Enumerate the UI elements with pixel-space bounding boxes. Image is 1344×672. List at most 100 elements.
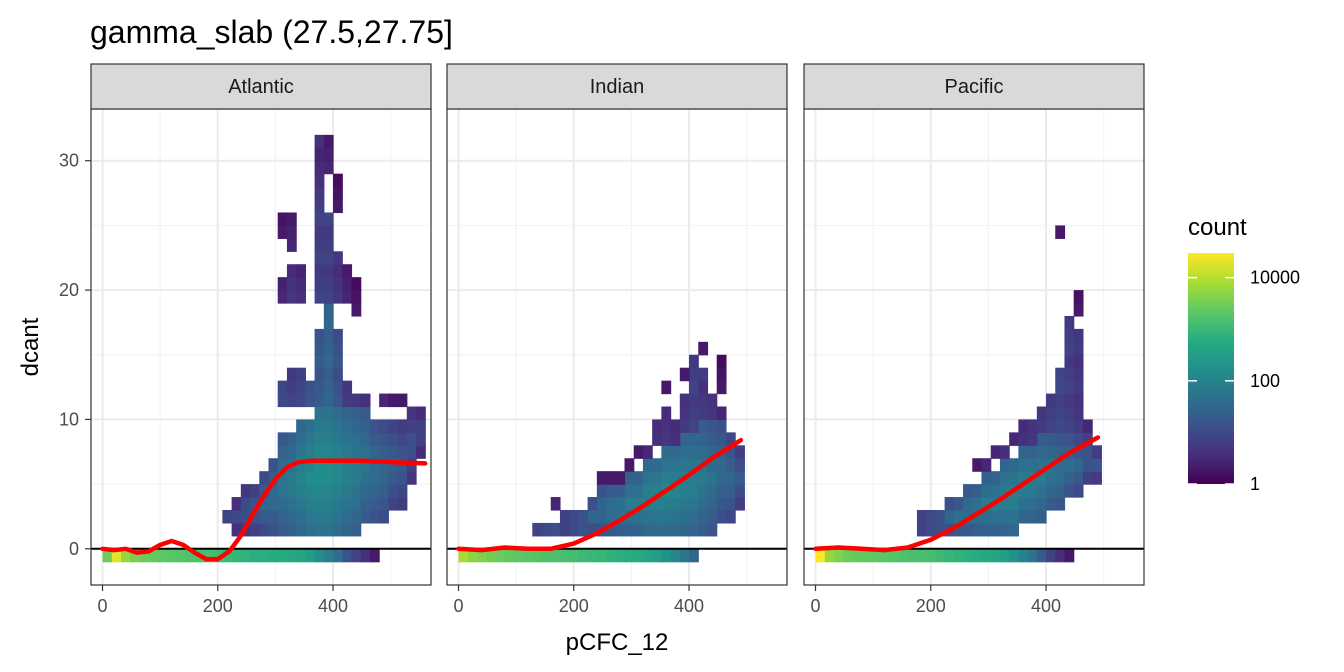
heatmap-bin: [963, 522, 973, 537]
heatmap-bin: [268, 522, 279, 537]
heatmap-bin: [642, 522, 653, 537]
heatmap-bin: [406, 445, 417, 459]
heatmap-bin: [379, 471, 389, 485]
heatmap-bin: [735, 445, 745, 459]
heatmap-bin: [1055, 548, 1066, 563]
heatmap-bin: [661, 419, 672, 433]
heatmap-bin: [314, 432, 325, 446]
panel-atlantic: Atlantic 0 200 400 0 10 20 30: [59, 63, 432, 616]
heatmap-bin: [397, 471, 408, 485]
heatmap-bin: [670, 458, 681, 472]
heatmap-bin: [679, 548, 690, 563]
heatmap-bin: [1018, 497, 1029, 511]
heatmap-bin: [1055, 406, 1066, 421]
heatmap-bin: [416, 445, 426, 459]
heatmap-bin: [670, 509, 681, 524]
heatmap-bin: [314, 186, 325, 201]
heatmap-bin: [624, 497, 635, 511]
heatmap-bin: [963, 509, 973, 524]
heatmap-bin: [716, 354, 727, 369]
heatmap-bin: [416, 432, 426, 446]
heatmap-bin: [323, 264, 334, 278]
heatmap-bin: [222, 509, 233, 524]
heatmap-bin: [606, 509, 616, 524]
heatmap-bin: [999, 471, 1010, 485]
heatmap-bin: [351, 303, 362, 317]
heatmap-bin: [305, 522, 316, 537]
heatmap-bin: [716, 484, 727, 498]
heatmap-bin: [305, 393, 316, 408]
heatmap-bin: [1055, 458, 1066, 472]
heatmap-bin: [360, 471, 371, 485]
heatmap-bin: [1036, 471, 1047, 485]
heatmap-bin: [935, 509, 946, 524]
heatmap-bin: [305, 471, 316, 485]
heatmap-bin: [642, 509, 653, 524]
heatmap-bin: [333, 484, 343, 498]
heatmap-bin: [698, 380, 709, 395]
heatmap-bin: [323, 380, 334, 395]
heatmap-bin: [314, 134, 325, 149]
heatmap-bin: [698, 522, 709, 537]
heatmap-bin: [277, 393, 288, 408]
heatmap-bin: [716, 432, 727, 446]
heatmap-bin: [360, 458, 371, 472]
heatmap-bin: [314, 225, 325, 239]
heatmap-bin: [1064, 432, 1075, 446]
heatmap-bin: [1036, 548, 1047, 563]
heatmap-bin: [633, 548, 644, 563]
heatmap-bin: [1055, 367, 1066, 382]
heatmap-bin: [296, 509, 306, 524]
x-tick-label: 200: [559, 596, 589, 616]
heatmap-bin: [1073, 290, 1084, 304]
heatmap-bin: [323, 212, 334, 227]
heatmap-bin: [707, 393, 718, 408]
heatmap-bin: [707, 497, 718, 511]
heatmap-bin: [725, 484, 736, 498]
heatmap-bin: [323, 484, 334, 498]
heatmap-bin: [379, 497, 389, 511]
heatmap-bin: [388, 458, 399, 472]
heatmap-bin: [689, 393, 699, 408]
heatmap-bin: [880, 548, 890, 563]
heatmap-bin: [707, 484, 718, 498]
heatmap-bin: [277, 445, 288, 459]
heatmap-bin: [661, 548, 672, 563]
heatmap-bin: [916, 522, 927, 537]
heatmap-bin: [642, 484, 653, 498]
heatmap-bin: [351, 290, 362, 304]
heatmap-bin: [596, 484, 607, 498]
heatmap-bin: [314, 445, 325, 459]
heatmap-bin: [467, 548, 478, 563]
heatmap-bin: [342, 406, 353, 421]
heatmap-bin: [596, 509, 607, 524]
heatmap-bin: [981, 548, 992, 563]
heatmap-bin: [1009, 509, 1019, 524]
heatmap-bin: [587, 522, 598, 537]
heatmap-bin: [670, 419, 681, 433]
heatmap-bin: [250, 509, 260, 524]
panel-indian: Indian 0 200 400: [446, 63, 788, 616]
heatmap-bin: [351, 484, 362, 498]
heatmap-bin: [999, 458, 1010, 472]
heatmap-bin: [333, 419, 343, 433]
heatmap-bin: [388, 497, 399, 511]
heatmap-bin: [1027, 484, 1038, 498]
heatmap-bin: [296, 367, 306, 382]
heatmap-bin: [314, 290, 325, 304]
heatmap-bin: [323, 225, 334, 239]
heatmap-bin: [296, 432, 306, 446]
smooth-fit-line: [100, 458, 428, 562]
heatmap-bin: [250, 497, 260, 511]
heatmap-bin: [342, 522, 353, 537]
heatmap-bin: [240, 484, 251, 498]
heatmap-bin: [944, 509, 955, 524]
heatmap-bin: [615, 522, 626, 537]
heatmap-bin: [698, 393, 709, 408]
heatmap-bin: [907, 548, 918, 563]
heatmap-bin: [1055, 497, 1066, 511]
heatmap-bin: [824, 548, 835, 563]
heatmap-bin: [698, 419, 709, 433]
heatmap-bin: [999, 497, 1010, 511]
heatmap-bin: [661, 445, 672, 459]
